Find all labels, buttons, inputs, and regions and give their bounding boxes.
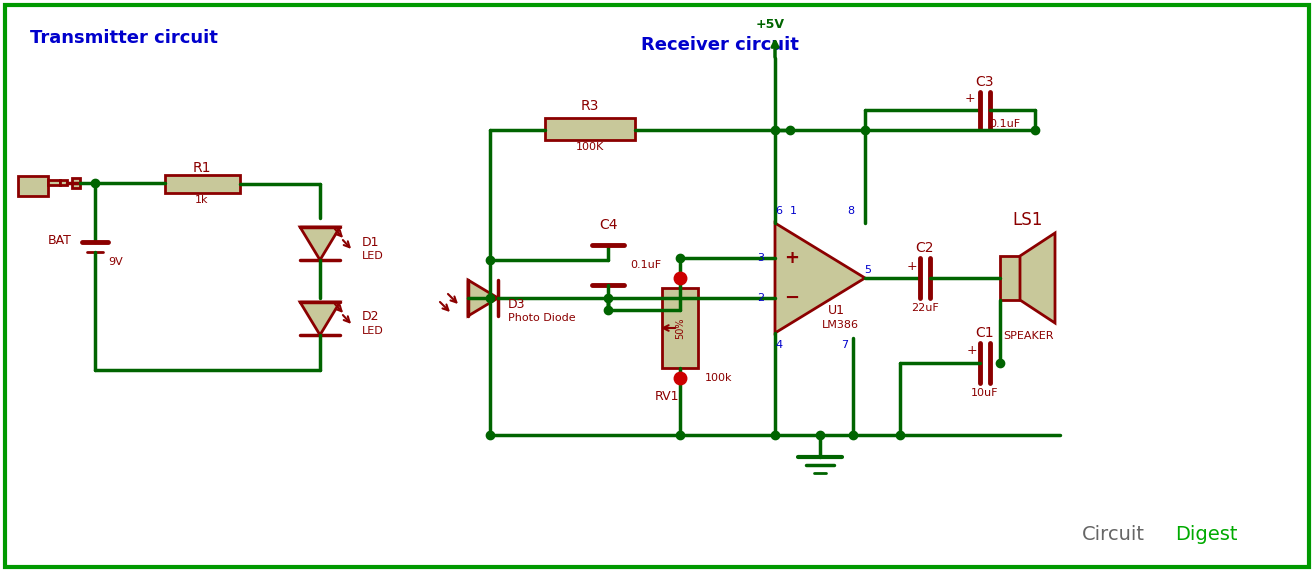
Text: 100K: 100K	[576, 142, 604, 152]
Text: 8: 8	[848, 206, 854, 216]
Text: +: +	[784, 249, 799, 267]
Bar	[662, 288, 698, 368]
Text: Receiver circuit: Receiver circuit	[641, 36, 799, 54]
Text: 7: 7	[841, 340, 849, 350]
Text: +: +	[907, 260, 917, 272]
Bar	[166, 175, 240, 193]
Text: Photo Diode: Photo Diode	[509, 313, 576, 323]
Bar	[60, 180, 67, 185]
Polygon shape	[775, 223, 865, 333]
Text: 2: 2	[757, 293, 765, 303]
Bar	[72, 178, 80, 188]
Text: LS1: LS1	[1013, 211, 1043, 229]
Text: 4: 4	[775, 340, 783, 350]
Text: C3: C3	[976, 75, 995, 89]
Text: +: +	[967, 344, 978, 358]
Text: 0.1uF: 0.1uF	[989, 119, 1021, 129]
Text: 0.1uF: 0.1uF	[629, 260, 661, 270]
Text: D3: D3	[509, 297, 526, 311]
Text: +: +	[964, 92, 975, 105]
Bar	[49, 180, 60, 185]
FancyBboxPatch shape	[5, 5, 1309, 567]
Polygon shape	[300, 227, 340, 260]
Text: U1: U1	[828, 304, 845, 316]
Text: +5V: +5V	[756, 18, 784, 31]
Text: 5: 5	[865, 265, 871, 275]
Text: R3: R3	[581, 99, 599, 113]
Text: LM386: LM386	[823, 320, 859, 330]
Text: LED: LED	[361, 326, 384, 336]
Text: BAT: BAT	[49, 233, 72, 247]
Text: D2: D2	[361, 311, 380, 324]
Text: −: −	[784, 289, 799, 307]
Text: LED: LED	[361, 251, 384, 261]
Text: 9V: 9V	[108, 257, 122, 267]
Bar	[545, 118, 635, 140]
Text: Transmitter circuit: Transmitter circuit	[30, 29, 218, 47]
Text: 1k: 1k	[196, 195, 209, 205]
Text: D1: D1	[361, 236, 380, 248]
Text: 1: 1	[790, 206, 796, 216]
Text: 6: 6	[775, 206, 783, 216]
Text: 3: 3	[757, 253, 765, 263]
Text: C4: C4	[599, 218, 618, 232]
Text: R1: R1	[193, 161, 212, 175]
Bar	[18, 176, 49, 196]
Text: RV1: RV1	[654, 390, 679, 403]
Text: 50%: 50%	[675, 317, 685, 339]
Text: 10uF: 10uF	[971, 388, 999, 398]
Polygon shape	[468, 280, 498, 316]
Polygon shape	[1020, 233, 1055, 323]
Text: Digest: Digest	[1175, 526, 1238, 545]
Text: 100k: 100k	[706, 373, 732, 383]
Text: C1: C1	[976, 326, 995, 340]
Text: SPEAKER: SPEAKER	[1003, 331, 1054, 341]
Bar	[1000, 256, 1020, 300]
Text: C2: C2	[916, 241, 934, 255]
Polygon shape	[300, 302, 340, 335]
Text: Circuit: Circuit	[1081, 526, 1144, 545]
Text: 22uF: 22uF	[911, 303, 940, 313]
